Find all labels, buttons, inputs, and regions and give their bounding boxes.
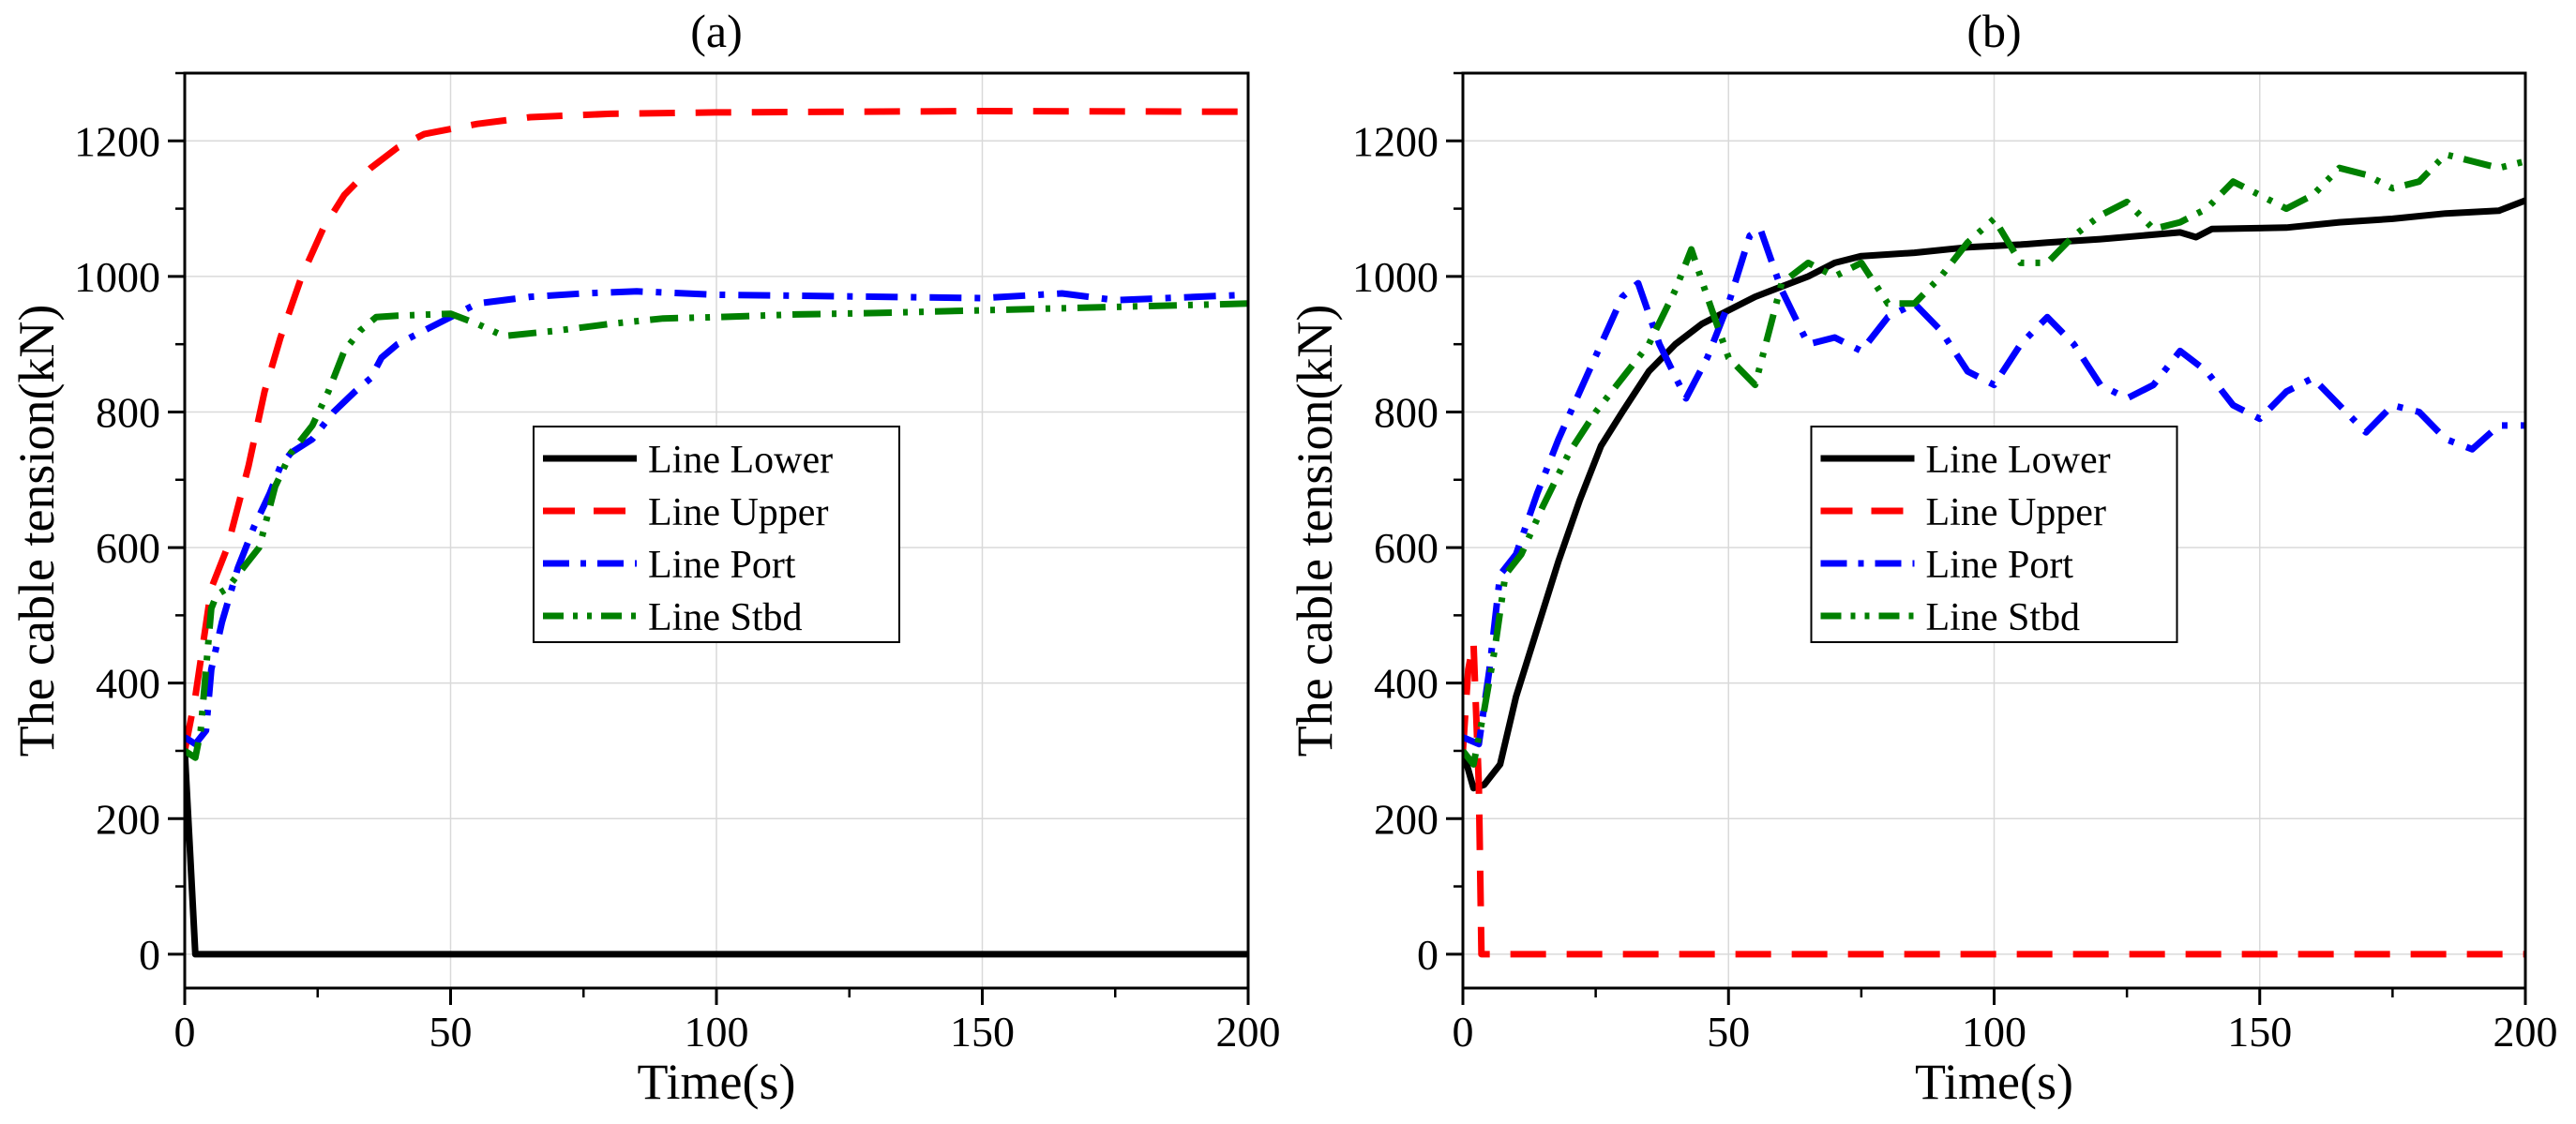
legend-label: Line Port (1926, 544, 2074, 587)
series-group (1463, 151, 2525, 958)
y-tick-label: 1200 (1352, 117, 1439, 165)
chart-panel-a: 0 50 100 150 200 0 200 400 600 800 1000 1200 (a) Time… (8, 5, 1281, 1110)
x-tick-label: 200 (2493, 1008, 2558, 1056)
y-tick-label: 0 (1417, 931, 1439, 979)
y-tick-label: 400 (1374, 660, 1439, 708)
y-tick-label: 600 (1374, 524, 1439, 572)
x-tick-label: 150 (950, 1008, 1015, 1056)
legend-box (1810, 426, 2178, 643)
y-axis-label: The cable tension(kN) (1287, 305, 1343, 757)
y-tick-label: 1000 (74, 253, 160, 301)
x-tick-label: 100 (1962, 1008, 2026, 1056)
legend-label: Line Lower (648, 439, 833, 482)
legend-label: Line Stbd (648, 596, 803, 639)
legend-label: Line Lower (1926, 439, 2111, 482)
series-line-line-lower (1463, 197, 2525, 792)
x-tick-label: 0 (1453, 1008, 1474, 1056)
y-axis-label: The cable tension(kN) (8, 305, 65, 757)
y-tick-label: 600 (96, 524, 160, 572)
x-tick-label: 0 (174, 1008, 196, 1056)
legend: Line Lower Line Upper Line Port Line Stbd (533, 426, 900, 643)
series-group (185, 108, 1248, 958)
x-tick-label: 200 (1216, 1008, 1281, 1056)
y-tick-label: 800 (1374, 388, 1439, 436)
legend-label: Line Stbd (1926, 596, 2081, 639)
x-axis-label: Time(s) (637, 1054, 795, 1110)
x-axis-label: Time(s) (1915, 1054, 2073, 1110)
x-tick-label: 50 (429, 1008, 473, 1056)
series-line-line-lower (185, 750, 1248, 958)
y-tick-label: 1000 (1352, 253, 1439, 301)
x-tick-label: 100 (685, 1008, 749, 1056)
y-tick-label: 1200 (74, 117, 160, 165)
legend-box (533, 426, 900, 643)
series-line-line-stbd (185, 300, 1248, 761)
series-line-line-port (185, 288, 1248, 748)
chart-panel-b: 0 50 100 150 200 0 200 400 600 800 1000 1200 (b) Time… (1287, 5, 2558, 1110)
y-tick-label: 200 (1374, 795, 1439, 843)
chart-title: (b) (1966, 5, 2021, 57)
legend-label: Line Upper (1926, 491, 2106, 534)
series-line-line-stbd (1463, 151, 2525, 768)
x-tick-label: 150 (2227, 1008, 2292, 1056)
y-tick-label: 400 (96, 660, 160, 708)
x-tick-label: 50 (1707, 1008, 1750, 1056)
y-tick-label: 200 (96, 795, 160, 843)
legend-label: Line Port (648, 544, 796, 587)
series-line-line-upper (185, 108, 1248, 752)
series-line-line-upper (1463, 638, 2525, 958)
series-line-line-port (1463, 225, 2525, 748)
legend: Line Lower Line Upper Line Port Line Stbd (1810, 426, 2178, 643)
y-tick-label: 0 (139, 931, 160, 979)
chart-title: (a) (690, 5, 743, 57)
y-tick-label: 800 (96, 388, 160, 436)
legend-label: Line Upper (648, 491, 828, 534)
